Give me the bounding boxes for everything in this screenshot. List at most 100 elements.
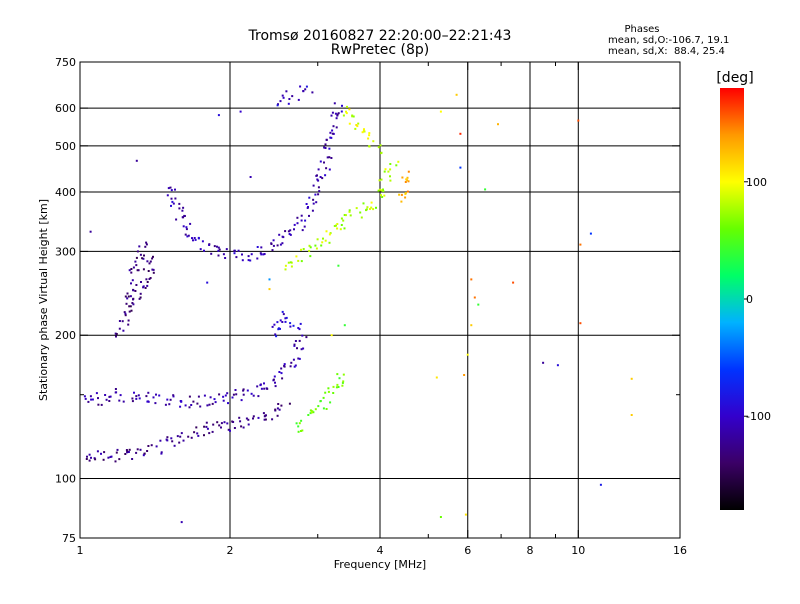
trace-point <box>281 242 284 245</box>
trace-point <box>238 416 241 419</box>
trace-point <box>285 316 288 319</box>
info-line-x: mean, sd,X: 88.4, 25.4 <box>608 46 725 57</box>
trace-point <box>300 430 302 432</box>
trace-point <box>312 202 315 205</box>
trace-point <box>314 244 317 247</box>
trace-point <box>179 405 182 408</box>
trace-point <box>108 400 111 402</box>
trace-point <box>197 434 200 437</box>
trace-point <box>197 395 200 398</box>
trace-point <box>91 398 94 401</box>
trace-point <box>401 176 404 179</box>
trace-point <box>209 396 212 399</box>
trace-point <box>84 397 87 400</box>
trace-point <box>129 305 132 308</box>
trace-point <box>346 105 348 108</box>
x-tick-label: 1 <box>77 544 84 557</box>
trace-point <box>217 254 220 257</box>
trace-point <box>315 247 318 250</box>
chart-title-line2: RwPretec (8p) <box>331 42 429 58</box>
trace-point <box>336 373 339 376</box>
trace-point <box>319 160 322 163</box>
trace-point <box>361 131 364 134</box>
y-tick-label: 400 <box>55 186 76 199</box>
trace-point <box>168 403 171 406</box>
trace-point <box>316 238 319 241</box>
trace-point <box>174 188 176 191</box>
trace-point <box>298 328 301 331</box>
trace-point <box>299 85 302 88</box>
info-heading: Phases <box>624 24 659 35</box>
trace-point <box>250 253 253 256</box>
trace-point <box>315 201 318 204</box>
trace-point <box>356 125 359 128</box>
trace-point <box>360 216 363 219</box>
trace-point <box>203 434 205 437</box>
trace-point <box>137 394 140 397</box>
trace-point <box>334 112 337 115</box>
trace-point <box>197 237 200 240</box>
trace-point <box>349 214 352 217</box>
trace-point <box>155 445 158 448</box>
trace-point <box>296 216 299 219</box>
trace-point <box>282 96 285 99</box>
trace-point <box>264 414 267 417</box>
trace-point <box>126 450 129 453</box>
trace-point <box>170 437 173 440</box>
trace-point <box>363 128 365 131</box>
trace-point <box>407 170 410 173</box>
trace-point <box>208 432 211 435</box>
trace-point <box>116 448 119 451</box>
trace-point <box>322 396 325 399</box>
trace-point <box>331 129 334 132</box>
trace-point <box>330 136 333 139</box>
trace-point <box>125 302 128 305</box>
trace-point <box>324 174 327 177</box>
scatter-point <box>497 123 499 126</box>
trace-point <box>318 190 321 193</box>
trace-point <box>305 203 308 205</box>
trace-point <box>316 174 318 177</box>
trace-point <box>380 178 383 181</box>
scatter-point <box>206 281 209 284</box>
trace-point <box>300 219 303 222</box>
trace-point <box>147 400 150 403</box>
trace-point <box>114 388 117 390</box>
scatter-point <box>217 114 220 117</box>
trace-point <box>249 259 252 262</box>
trace-point <box>220 426 222 429</box>
trace-point <box>201 240 204 243</box>
trace-point <box>340 110 343 113</box>
trace-point <box>296 347 298 350</box>
trace-point <box>300 419 303 422</box>
scatter-point <box>542 361 545 364</box>
trace-point <box>292 324 295 327</box>
trace-point <box>144 245 147 248</box>
trace-point <box>332 392 335 394</box>
trace-point <box>397 160 400 163</box>
trace-point <box>279 319 282 322</box>
trace-point <box>282 313 285 316</box>
trace-point <box>97 397 99 400</box>
trace-point <box>263 418 266 421</box>
trace-point <box>252 394 255 397</box>
trace-point <box>192 400 195 403</box>
trace-point <box>146 400 149 403</box>
x-tick-label: 6 <box>464 544 471 557</box>
trace-point <box>199 248 202 251</box>
trace-point <box>167 187 170 190</box>
trace-point <box>183 214 186 217</box>
scatter-point <box>630 414 633 416</box>
trace-point <box>312 184 315 187</box>
trace-point <box>220 422 223 425</box>
trace-point <box>304 88 307 91</box>
trace-point <box>131 302 134 304</box>
trace-point <box>335 117 338 120</box>
trace-point <box>287 230 290 233</box>
trace-point <box>205 425 208 428</box>
trace-point <box>372 140 375 143</box>
trace-point <box>233 252 236 255</box>
trace-point <box>329 401 332 404</box>
trace-point <box>279 327 281 330</box>
trace-point <box>395 164 398 167</box>
